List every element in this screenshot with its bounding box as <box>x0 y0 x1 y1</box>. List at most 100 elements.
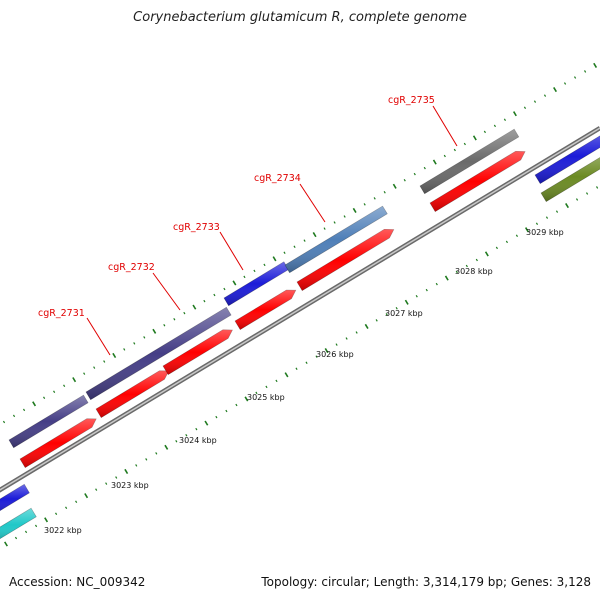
gene-feature[interactable] <box>85 306 232 401</box>
lower-tick <box>55 512 58 516</box>
upper-tick <box>203 299 206 303</box>
gene-feature[interactable] <box>0 507 37 541</box>
lower-tick <box>115 476 118 479</box>
lower-tick <box>305 361 308 364</box>
upper-tick <box>93 366 96 369</box>
upper-tick <box>32 401 37 407</box>
lower-tick <box>595 186 599 189</box>
upper-tick <box>123 348 126 351</box>
gene-feature[interactable] <box>419 128 520 195</box>
lower-tick <box>155 452 158 455</box>
upper-tick <box>72 377 77 383</box>
lower-tick <box>575 198 579 201</box>
upper-tick <box>352 207 357 213</box>
lower-tick <box>164 444 169 450</box>
gene-feature[interactable] <box>284 205 388 274</box>
upper-tick <box>443 154 446 158</box>
lower-tick <box>34 524 38 528</box>
lower-tick <box>335 343 338 346</box>
lower-tick <box>215 415 218 419</box>
upper-tick <box>283 251 286 254</box>
upper-tick <box>553 87 558 93</box>
kbp-label: 3027 kbp <box>385 309 423 318</box>
lower-tick <box>425 288 428 292</box>
upper-tick <box>112 352 117 359</box>
label-leader-line <box>432 105 458 147</box>
upper-tick <box>12 414 16 418</box>
upper-tick <box>243 275 246 279</box>
cds-feature[interactable] <box>296 228 395 292</box>
upper-tick <box>103 360 106 363</box>
genome-summary-text: Topology: circular; Length: 3,314,179 bp… <box>261 575 591 589</box>
upper-tick <box>563 82 567 85</box>
accession-text: Accession: NC_009342 <box>9 575 146 589</box>
kbp-label: 3023 kbp <box>111 481 149 490</box>
lower-tick <box>535 222 539 225</box>
lower-tick <box>435 282 438 286</box>
upper-tick <box>152 328 157 334</box>
lower-tick <box>195 427 198 431</box>
lower-tick <box>295 367 298 370</box>
upper-tick <box>293 245 296 248</box>
upper-tick <box>583 70 587 73</box>
lower-tick <box>565 203 570 209</box>
lower-tick <box>175 440 178 443</box>
lower-tick <box>524 227 529 233</box>
lower-tick <box>555 210 559 213</box>
upper-tick <box>453 148 456 152</box>
cds-feature[interactable] <box>429 150 526 213</box>
gene-label: cgR_2731 <box>38 308 85 319</box>
upper-tick <box>183 311 186 315</box>
lower-tick <box>124 468 129 475</box>
gene-label: cgR_2733 <box>173 222 220 233</box>
cds-feature[interactable] <box>162 329 233 376</box>
cds-feature[interactable] <box>95 370 170 419</box>
upper-tick <box>472 135 477 141</box>
lower-tick <box>185 433 188 437</box>
lower-tick <box>265 385 268 389</box>
gene-feature[interactable] <box>540 152 600 203</box>
upper-tick <box>423 166 426 170</box>
upper-tick <box>223 287 226 291</box>
cds-feature[interactable] <box>234 289 297 331</box>
lower-tick <box>465 264 468 268</box>
upper-tick <box>163 324 166 327</box>
lower-tick <box>284 372 289 378</box>
lower-tick <box>395 307 398 310</box>
lower-tick <box>324 348 329 354</box>
lower-tick <box>515 234 519 238</box>
lower-tick <box>545 216 549 219</box>
gene-feature[interactable] <box>0 483 30 513</box>
lower-tick <box>65 506 68 509</box>
lower-tick <box>235 403 238 407</box>
upper-tick <box>263 263 266 267</box>
gene-feature[interactable] <box>8 394 89 449</box>
label-leader-line <box>152 272 181 311</box>
lower-tick <box>225 409 228 413</box>
upper-tick <box>573 76 577 79</box>
lower-tick <box>4 541 8 547</box>
lower-tick <box>95 488 98 491</box>
upper-tick <box>272 256 277 262</box>
upper-tick <box>43 396 46 400</box>
upper-tick <box>363 203 366 206</box>
upper-tick <box>232 280 237 286</box>
lower-tick <box>44 517 49 523</box>
upper-tick <box>373 197 376 200</box>
kbp-label: 3028 kbp <box>455 267 493 276</box>
upper-tick <box>133 342 136 345</box>
lower-tick <box>364 323 369 329</box>
gene-feature[interactable] <box>534 129 600 185</box>
upper-tick <box>483 130 486 134</box>
kbp-label: 3026 kbp <box>316 350 354 359</box>
cds-feature[interactable] <box>19 418 97 469</box>
map-title: Corynebacterium glutamicum R, complete g… <box>133 10 467 25</box>
lower-tick <box>84 493 89 499</box>
upper-tick <box>463 142 466 146</box>
upper-tick <box>413 172 416 176</box>
upper-tick <box>213 293 216 297</box>
lower-tick <box>345 337 348 340</box>
upper-tick <box>343 215 346 218</box>
tick-marks <box>2 62 599 547</box>
upper-tick <box>383 191 386 194</box>
